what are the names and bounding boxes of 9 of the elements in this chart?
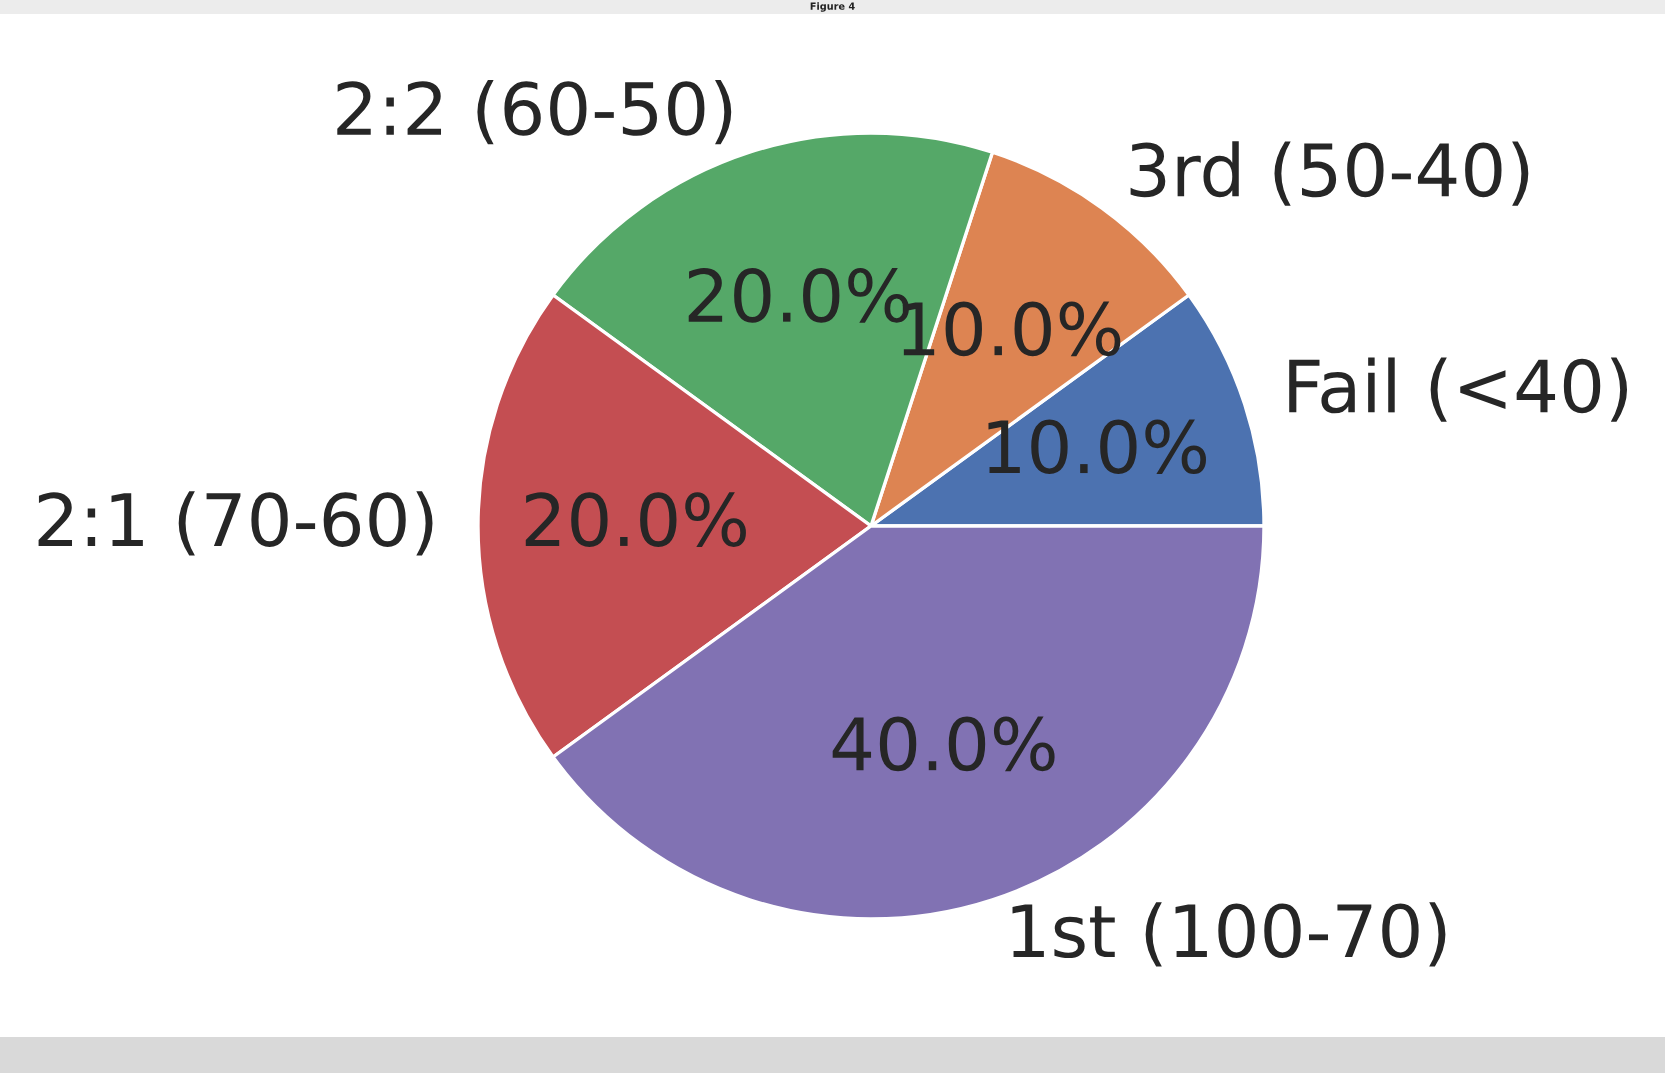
caption: Figure 4 bbox=[810, 2, 855, 12]
data-label: 20.0% bbox=[525, 492, 746, 547]
data-label: 10.0% bbox=[988, 419, 1206, 475]
data-label: 40.0% bbox=[832, 716, 1055, 772]
slice-label: 3rd (50-40) bbox=[1130, 141, 1529, 206]
slice-label: Fail (<40) bbox=[1289, 357, 1627, 422]
slice-label: 2:2 (60-50) bbox=[337, 79, 732, 145]
slice-label: 2:1 (70-60) bbox=[38, 491, 433, 556]
slice-label: 1st (100-70) bbox=[1012, 902, 1446, 967]
